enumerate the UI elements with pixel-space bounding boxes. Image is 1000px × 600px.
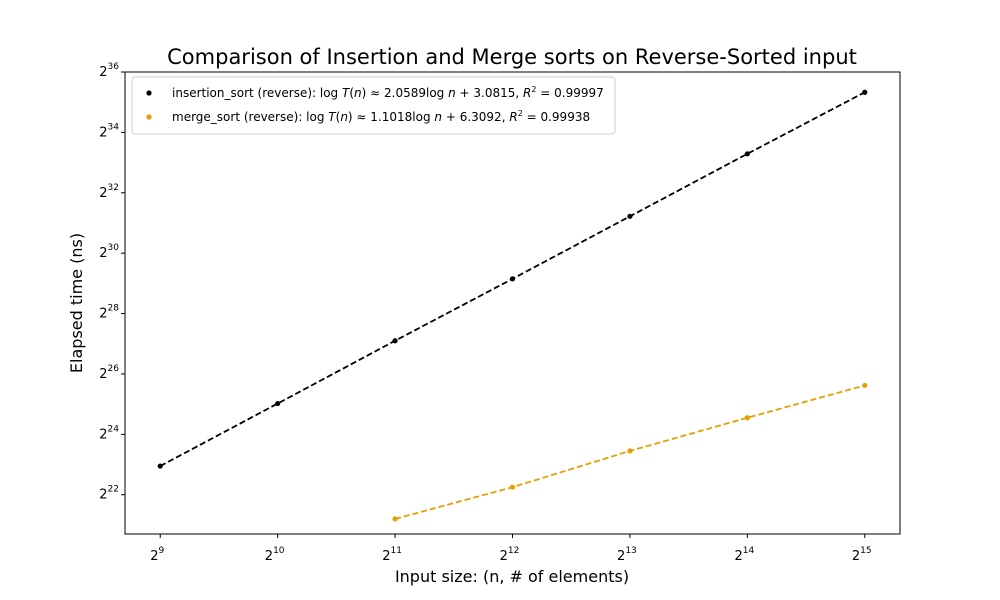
data-point-series-2 — [627, 448, 633, 454]
legend-entry-series-1: insertion_sort (reverse): log T(n) ≈ 2.0… — [172, 85, 604, 100]
x-tick-label: 29 — [150, 546, 164, 564]
y-tick-label: 226 — [99, 364, 119, 382]
y-tick-label: 234 — [99, 122, 119, 140]
data-point-series-2 — [509, 484, 516, 490]
data-point-series-1 — [392, 338, 398, 344]
y-tick-label: 224 — [99, 424, 119, 442]
data-point-series-2 — [392, 516, 398, 522]
data-point-series-1 — [862, 89, 868, 95]
x-axis-label: Input size: (n, # of elements) — [395, 567, 629, 586]
x-tick-label: 210 — [265, 546, 285, 564]
data-point-series-2 — [744, 415, 750, 421]
x-tick-label: 215 — [852, 546, 872, 564]
x-tick-label: 211 — [382, 546, 402, 564]
legend-box — [131, 76, 616, 135]
legend-entry-series-2: merge_sort (reverse): log T(n) ≈ 1.1018l… — [172, 109, 590, 124]
legend: insertion_sort (reverse): log T(n) ≈ 2.0… — [131, 76, 616, 135]
legend-marker-series-1 — [146, 90, 152, 96]
y-tick-label: 236 — [99, 62, 119, 80]
data-point-series-1 — [627, 213, 633, 219]
x-tick-label: 213 — [617, 546, 637, 564]
chart-title: Comparison of Insertion and Merge sorts … — [167, 45, 857, 69]
y-axis-ticks: 222 224 226 228 230 232 234 236 — [99, 62, 125, 503]
data-point-series-1 — [744, 151, 750, 157]
legend-marker-series-2 — [146, 114, 152, 120]
data-point-series-1 — [509, 276, 516, 282]
y-tick-label: 222 — [99, 485, 119, 503]
y-tick-label: 228 — [99, 304, 119, 322]
x-tick-label: 214 — [734, 546, 754, 564]
y-tick-label: 230 — [99, 243, 119, 261]
y-axis-label: Elapsed time (ns) — [67, 233, 86, 373]
series-layer — [157, 89, 868, 522]
data-point-series-2 — [862, 382, 868, 389]
data-point-series-1 — [275, 400, 281, 407]
plot-frame — [124, 71, 901, 535]
x-tick-label: 212 — [500, 546, 520, 564]
y-tick-label: 232 — [99, 183, 119, 201]
data-point-series-1 — [157, 463, 163, 469]
x-axis-ticks: 29 210 211 212 213 214 215 — [150, 534, 872, 564]
